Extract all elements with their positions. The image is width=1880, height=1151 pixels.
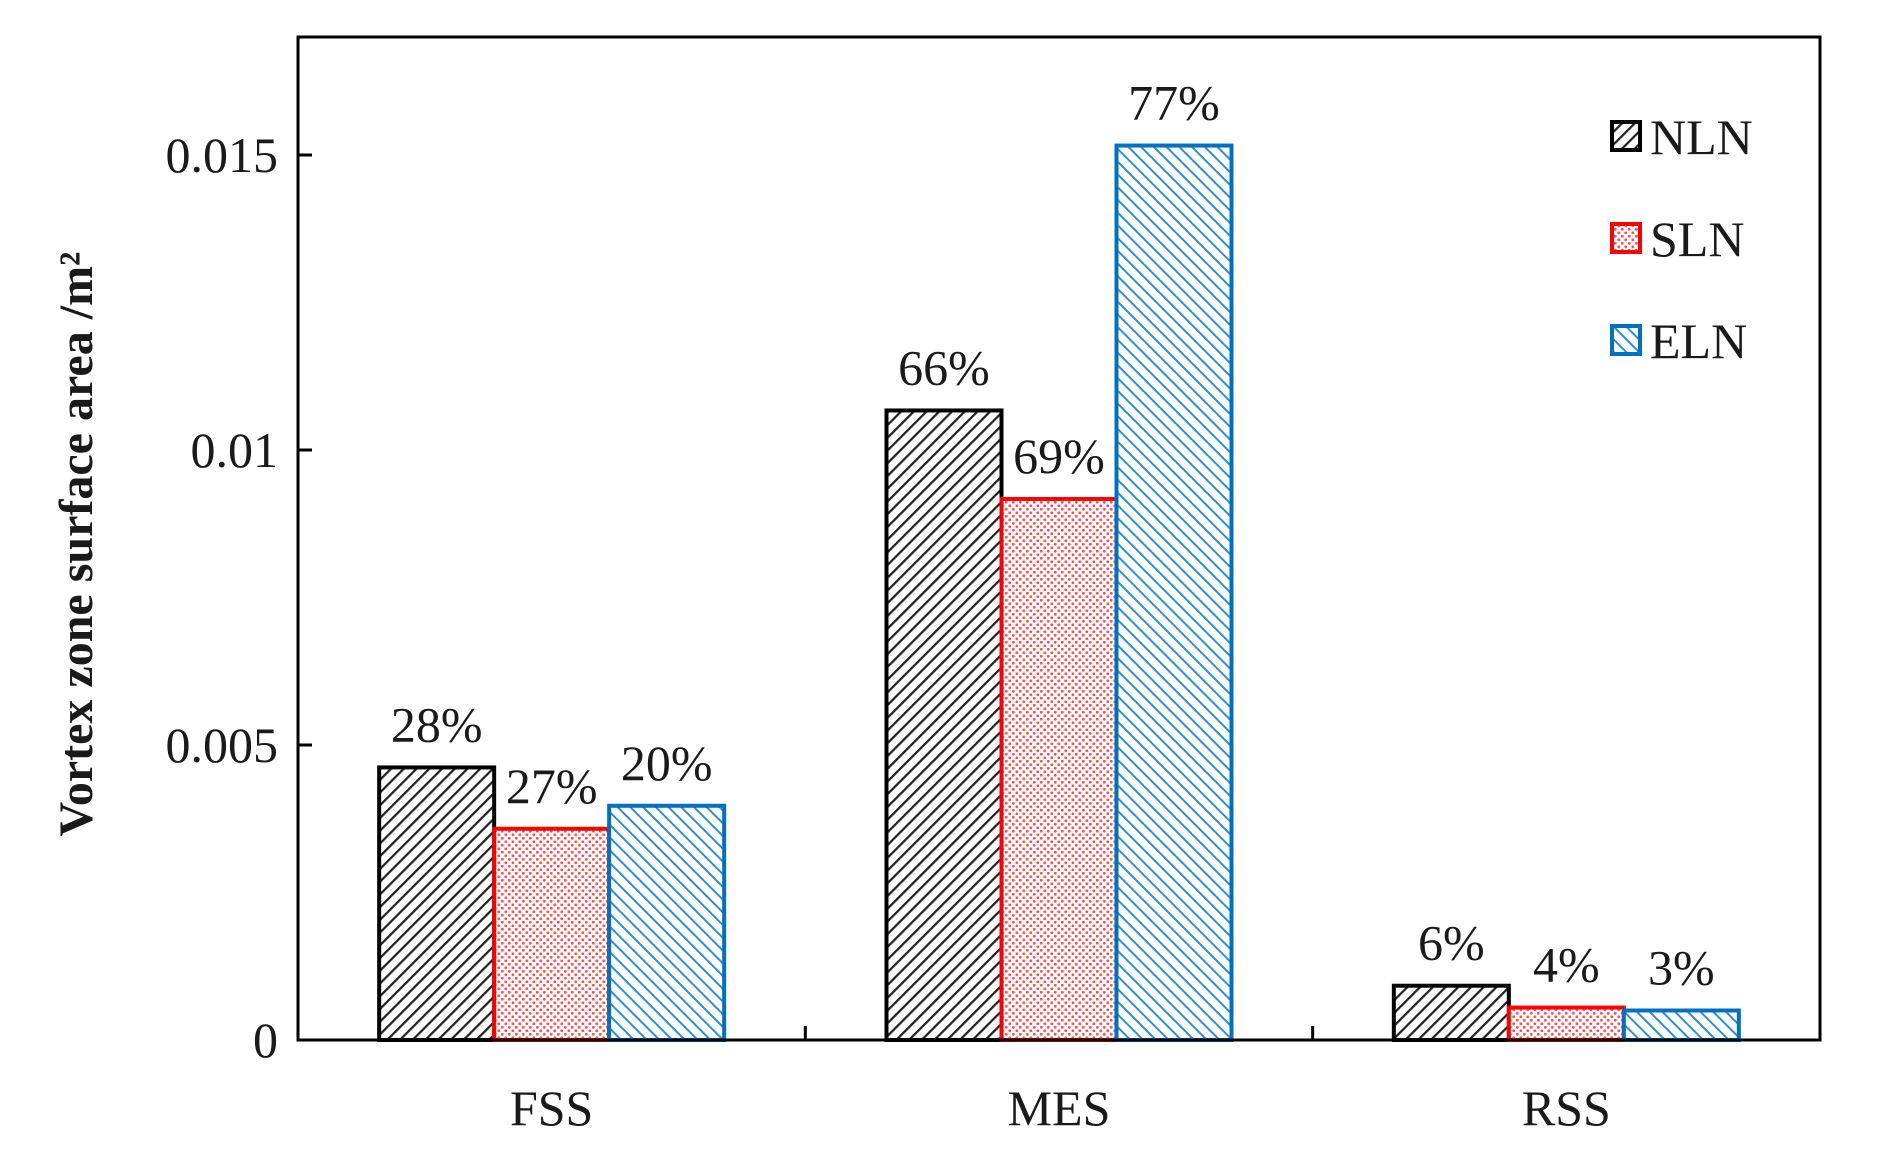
data-label-eln-fss: 20% (621, 735, 713, 791)
data-label-eln-mes: 77% (1128, 75, 1220, 131)
plot-area-frame (296, 35, 1822, 1042)
legend-label-nln: NLN (1650, 109, 1753, 165)
data-labels: 28% 27% 20% 66% 69% 77% 6% 4% 3% (391, 75, 1715, 996)
x-tick-label-mes: MES (1008, 1080, 1111, 1136)
y-tick-label: 0.015 (166, 127, 279, 183)
bar-nln-mes (884, 408, 1004, 1043)
bar-nln-rss (1391, 983, 1511, 1042)
data-label-sln-mes: 69% (1013, 428, 1105, 484)
bar-nln-fss (377, 765, 497, 1042)
bar-sln-fss (492, 826, 612, 1043)
legend-label-sln: SLN (1650, 211, 1744, 267)
bar-eln-fss (607, 803, 727, 1043)
y-axis-ticks: 0 0.005 0.01 0.015 (166, 127, 312, 1068)
bar-eln-mes (1114, 143, 1234, 1042)
data-label-sln-rss: 4% (1533, 937, 1600, 993)
x-axis-categories: FSS MES RSS (510, 1026, 1611, 1136)
y-tick-label: 0.005 (166, 717, 279, 773)
data-label-nln-fss: 28% (391, 696, 483, 752)
bar-eln-rss (1621, 1008, 1741, 1042)
legend: NLN SLN ELN (1610, 109, 1753, 369)
data-label-nln-rss: 6% (1418, 915, 1485, 971)
bars (377, 143, 1741, 1043)
y-axis-label: Vortex zone surface area /m² (50, 252, 103, 837)
legend-swatch-eln (1610, 324, 1642, 356)
legend-swatch-nln (1610, 120, 1642, 152)
x-tick-label-fss: FSS (510, 1080, 593, 1136)
legend-label-eln: ELN (1650, 313, 1747, 369)
x-tick-label-rss: RSS (1522, 1080, 1611, 1136)
data-label-sln-fss: 27% (506, 758, 598, 814)
legend-swatch-sln (1610, 222, 1642, 254)
data-label-nln-mes: 66% (898, 339, 990, 395)
bar-sln-rss (1506, 1005, 1626, 1042)
y-tick-label: 0 (253, 1012, 278, 1068)
y-tick-label: 0.01 (191, 422, 279, 478)
bar-sln-mes (999, 496, 1119, 1043)
data-label-eln-rss: 3% (1648, 940, 1715, 996)
